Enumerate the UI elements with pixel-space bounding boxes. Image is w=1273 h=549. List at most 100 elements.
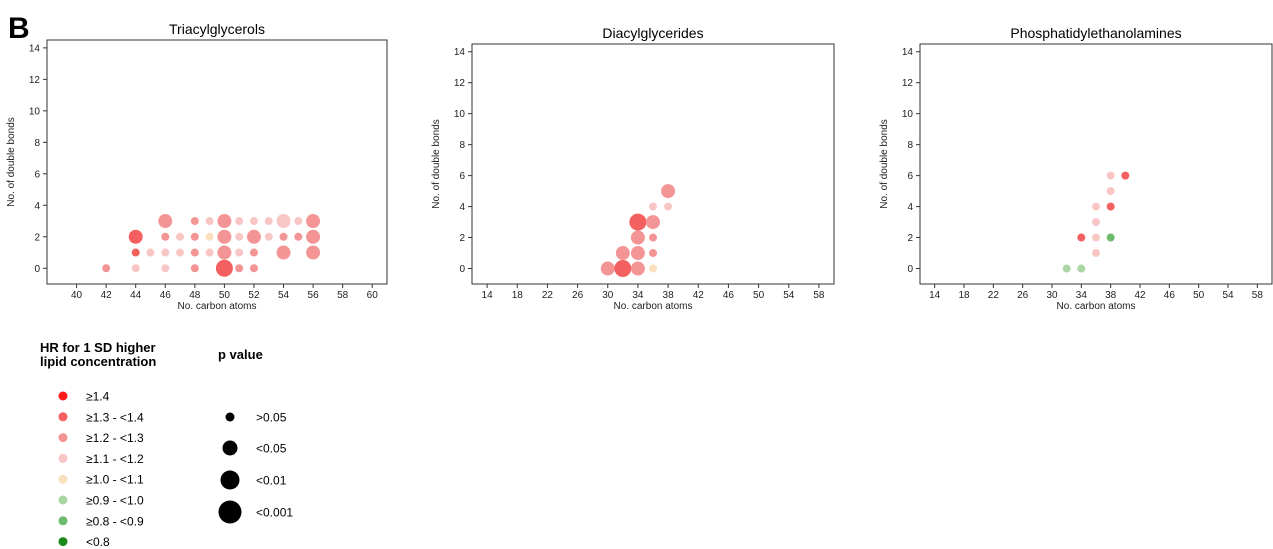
hr-legend-swatch [58,474,68,484]
data-point [661,184,676,199]
x-tick-label: 30 [602,290,614,301]
x-tick-label: 46 [723,290,735,301]
x-tick-label: 44 [130,290,142,301]
y-tick-label: 0 [459,264,465,275]
data-point [215,259,233,277]
data-point [246,229,261,244]
data-point [276,245,291,260]
x-tick-label: 42 [1134,290,1146,301]
data-point [1106,187,1115,196]
data-point [146,248,155,257]
data-point [629,213,647,231]
x-tick-label: 46 [1164,290,1176,301]
y-tick-label: 4 [459,202,465,213]
data-point [1121,171,1130,180]
data-point [264,232,273,241]
data-point [161,232,170,241]
hr-legend-swatch [58,495,68,505]
y-axis-label: No. of double bonds [431,119,442,209]
data-point [614,260,632,278]
x-axis-label: No. carbon atoms [614,301,693,312]
y-tick-label: 2 [459,233,465,244]
x-tick-label: 42 [101,290,113,301]
y-tick-label: 10 [902,109,914,120]
x-tick-label: 58 [813,290,825,301]
x-tick-label: 30 [1046,290,1058,301]
data-point [1092,218,1100,227]
x-tick-label: 18 [958,290,970,301]
y-tick-label: 6 [459,171,465,182]
p-value-legend: p value >0.05 <0.05 <0.01 <0.001 [218,347,293,524]
data-point [264,217,273,226]
x-tick-label: 40 [71,290,83,301]
hr-legend-swatch [58,433,68,443]
p-legend-title: p value [218,347,263,362]
data-point [649,233,657,242]
data-point [306,245,321,260]
data-point [1092,233,1100,242]
data-point [249,217,258,226]
data-point [649,202,657,211]
hr-legend-label: ≥1.0 - <1.1 [86,473,144,487]
hr-legend-swatch [58,537,68,547]
data-point [235,248,244,257]
y-tick-label: 8 [459,140,465,151]
y-tick-label: 6 [907,171,913,182]
x-tick-label: 54 [783,290,795,301]
hr-legend-title-line2: lipid concentration [40,354,156,369]
data-point [630,246,645,261]
hr-legend-label: ≥1.2 - <1.3 [86,431,144,445]
x-tick-label: 54 [278,290,290,301]
chart-title: Phosphatidylethanolamines [1010,25,1181,41]
data-point [630,230,645,245]
plot-frame [46,39,388,285]
hr-legend-label: ≥1.1 - <1.2 [86,452,144,466]
data-point [664,202,673,211]
chart-title: Triacylglycerols [169,21,265,37]
data-point [128,229,143,244]
hr-legend-label: ≥1.3 - <1.4 [86,410,144,424]
data-point [279,232,288,241]
chart-title: Diacylglycerides [602,25,703,41]
y-axis-label: No. of double bonds [6,117,17,207]
data-point [235,264,244,273]
x-tick-label: 58 [1252,290,1264,301]
x-tick-label: 50 [753,290,765,301]
panel-letter: B [8,12,30,45]
y-tick-label: 12 [902,78,914,89]
x-tick-label: 50 [219,290,231,301]
p-legend-swatch [225,412,235,422]
hr-legend-swatch [58,516,68,526]
data-point [190,264,199,273]
data-point [217,229,232,244]
y-tick-label: 6 [34,169,40,180]
plot-frame [471,43,835,285]
data-point [176,248,185,257]
hr-legend-swatch [58,412,68,422]
hr-legend-swatch [58,391,68,401]
x-tick-label: 26 [1017,290,1029,301]
data-point [615,246,630,261]
p-legend-swatch [218,500,242,524]
data-point [294,232,303,241]
data-point [161,248,170,257]
data-point [630,261,645,276]
x-tick-label: 34 [1076,290,1088,301]
data-point [205,232,214,241]
x-tick-label: 60 [367,290,379,301]
y-tick-label: 8 [907,140,913,151]
x-tick-label: 54 [1222,290,1234,301]
hr-legend-label: ≥0.9 - <1.0 [86,494,144,508]
data-point [1092,249,1100,258]
data-point [217,214,232,229]
x-tick-label: 14 [482,290,494,301]
y-tick-label: 12 [454,78,466,89]
data-point [649,264,657,273]
data-point [205,248,214,257]
p-legend-swatch [220,470,240,490]
y-tick-label: 2 [34,232,40,243]
